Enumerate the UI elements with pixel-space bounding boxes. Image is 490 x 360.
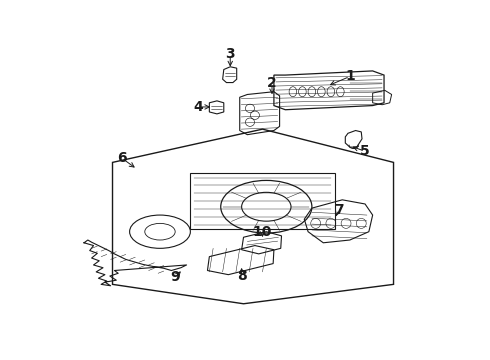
Text: 10: 10 bbox=[253, 225, 272, 239]
Text: 4: 4 bbox=[193, 100, 203, 114]
Text: 1: 1 bbox=[345, 69, 355, 84]
Text: 9: 9 bbox=[171, 270, 180, 284]
Text: 5: 5 bbox=[360, 144, 370, 158]
Text: 2: 2 bbox=[267, 76, 277, 90]
Text: 3: 3 bbox=[225, 47, 235, 61]
Text: 7: 7 bbox=[334, 203, 343, 216]
Text: 6: 6 bbox=[117, 151, 127, 165]
Text: 8: 8 bbox=[237, 269, 246, 283]
